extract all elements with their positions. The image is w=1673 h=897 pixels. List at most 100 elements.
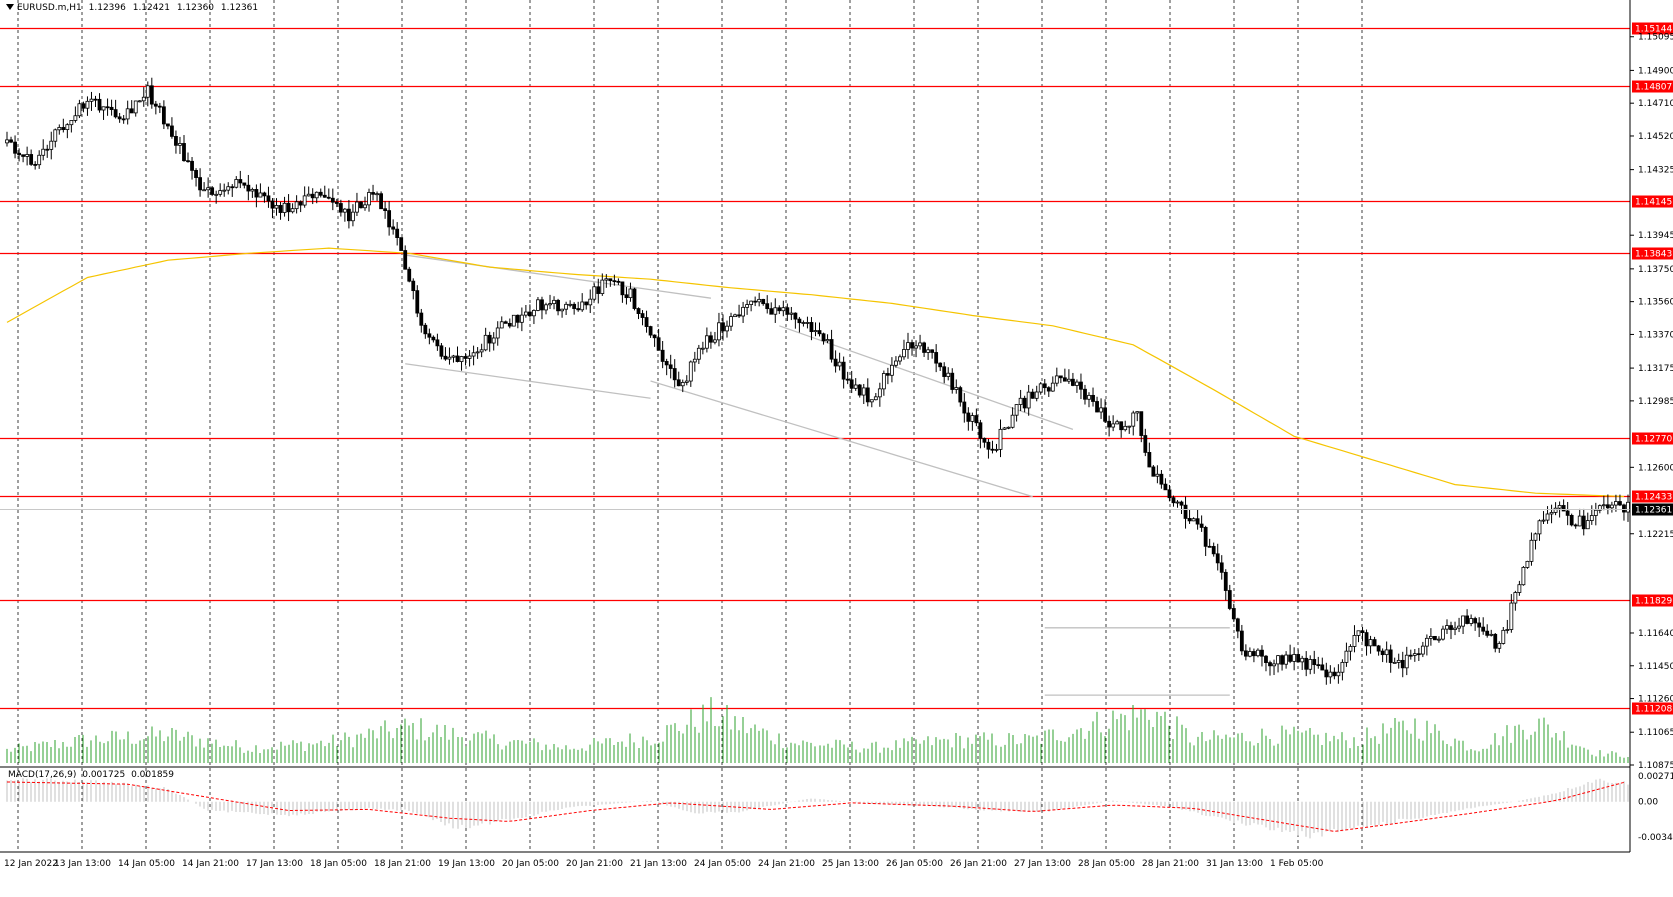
candle-body [1445, 625, 1449, 630]
candle-body [1046, 387, 1051, 392]
x-tick-label: 26 Jan 05:00 [886, 859, 943, 869]
candle-body [809, 322, 814, 333]
candle-body [306, 193, 311, 197]
candle-body [1119, 421, 1124, 431]
macd-tick-label: 0.00271 [1638, 772, 1673, 782]
candle-body [753, 300, 758, 303]
x-tick-label: 28 Jan 21:00 [1142, 859, 1199, 869]
candle-body [885, 373, 890, 376]
candle-body [17, 152, 21, 156]
candle-body [5, 139, 9, 144]
candle-body [242, 182, 247, 186]
dropdown-triangle-icon[interactable] [6, 4, 14, 10]
candle-body [431, 336, 436, 341]
candle-body [379, 193, 383, 210]
candle-body [483, 334, 488, 351]
symbol-header[interactable]: EURUSD.m,H1 1.12396 1.12421 1.12360 1.12… [0, 3, 262, 13]
candle-body [407, 268, 412, 282]
candle-body [1135, 411, 1140, 414]
candle-body [105, 106, 110, 109]
candle-body [37, 154, 42, 166]
level-label-bg [1632, 490, 1673, 503]
candle-body [1493, 633, 1498, 649]
candle-body [938, 362, 943, 368]
x-tick-label: 1 Feb 05:00 [1270, 859, 1324, 869]
candle-body [1541, 519, 1546, 522]
candle-body [1449, 625, 1453, 630]
candle-body [946, 372, 951, 377]
candle-body [1336, 671, 1341, 677]
y-tick-label: 1.11065 [1638, 728, 1673, 738]
candle-body [391, 226, 396, 230]
candle-body [801, 322, 806, 324]
candle-body [326, 196, 331, 199]
trendline [405, 254, 712, 299]
candle-body [166, 123, 170, 127]
candle-body [1002, 427, 1007, 430]
candle-body [286, 202, 291, 213]
candle-body [439, 345, 444, 357]
trendline [650, 380, 1033, 498]
candle-body [644, 317, 649, 327]
candle-body [990, 448, 995, 451]
candle-body [696, 347, 701, 360]
candle-body [773, 307, 778, 315]
macd-panel [6, 778, 1629, 839]
candle-body [1525, 560, 1530, 568]
candle-body [1292, 654, 1297, 662]
candle-body [1565, 510, 1570, 516]
low-price: 1.12360 [176, 3, 215, 13]
candle-body [1360, 630, 1365, 633]
candle-body [1437, 638, 1441, 641]
candle-body [865, 387, 870, 403]
x-tick-label: 31 Jan 13:00 [1206, 859, 1263, 869]
candle-body [463, 356, 468, 359]
candle-body [1131, 412, 1136, 427]
candle-body [1469, 618, 1474, 624]
candle-body [202, 189, 207, 192]
candle-body [1517, 584, 1522, 593]
candle-body [789, 312, 794, 315]
candle-body [178, 143, 182, 146]
candle-body [226, 186, 231, 191]
candle-body [845, 378, 850, 381]
candle-body [877, 388, 882, 398]
candle-body [157, 105, 162, 108]
candle-body [1609, 504, 1614, 509]
macd-signal-value: 0.001859 [131, 770, 175, 780]
x-tick-label: 27 Jan 13:00 [1014, 859, 1071, 869]
candle-body [668, 364, 673, 369]
candle-body [1006, 426, 1011, 429]
candle-body [435, 339, 440, 347]
candle-body [57, 127, 62, 131]
candle-body [85, 100, 90, 109]
candle-body [1408, 654, 1413, 657]
level-label: 1.12433 [1635, 493, 1672, 503]
candle-body [174, 136, 178, 146]
candle-body [942, 366, 947, 377]
candle-body [109, 106, 114, 111]
y-tick-label: 1.13370 [1638, 330, 1673, 340]
candle-body [528, 311, 532, 317]
x-tick-label: 17 Jan 13:00 [246, 859, 303, 869]
x-tick-label: 24 Jan 05:00 [694, 859, 751, 869]
level-label: 1.14807 [1635, 83, 1672, 93]
candle-body [262, 192, 267, 197]
candle-body [310, 193, 315, 199]
candle-body [1384, 649, 1389, 656]
candle-body [894, 360, 898, 366]
candle-body [1601, 504, 1606, 507]
candle-body [1143, 435, 1148, 453]
candle-body [548, 303, 552, 306]
candle-body [298, 201, 303, 206]
candle-body [1332, 671, 1337, 677]
candle-body [1344, 650, 1349, 663]
candle-body [515, 314, 520, 323]
candle-body [902, 349, 906, 358]
candle-body [1388, 649, 1393, 663]
candle-body [1533, 533, 1538, 541]
candle-body [1139, 411, 1144, 436]
candle-body [813, 330, 818, 333]
candle-body [101, 106, 106, 111]
